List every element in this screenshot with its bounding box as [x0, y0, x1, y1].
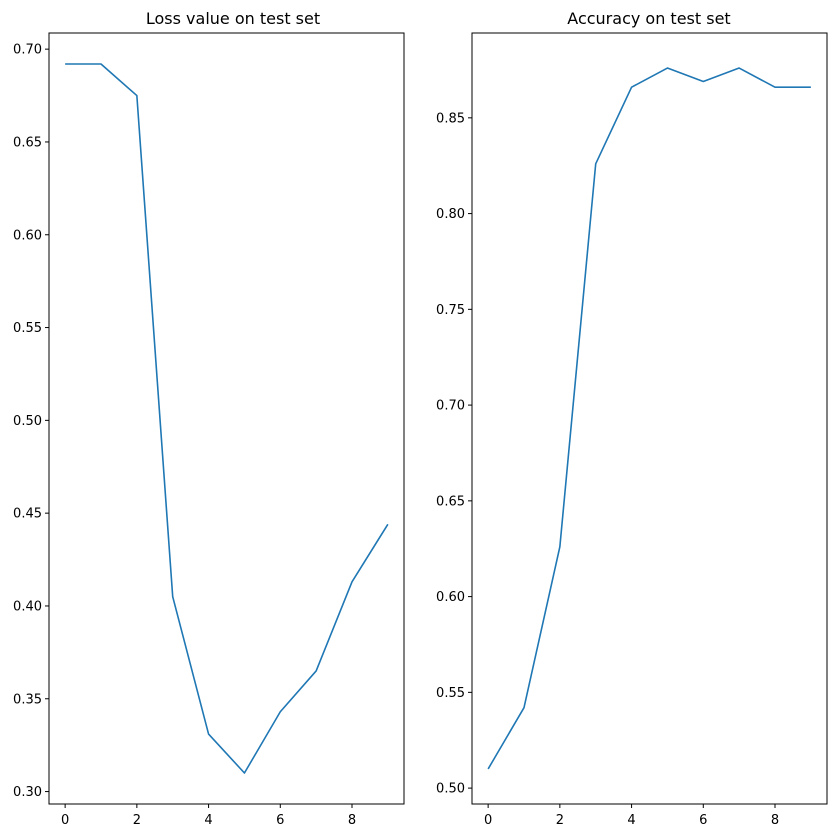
loss-chart: Loss value on test set 0.30 0.35 0.40 0.45 0…: [13, 9, 405, 828]
y-tick-label: 0.35: [13, 692, 42, 707]
y-tick-label: 0.55: [13, 321, 42, 336]
plot-frame: [48, 32, 405, 805]
y-tick-label: 0.30: [13, 785, 42, 800]
y-tick-label: 0.45: [13, 507, 42, 522]
series-line: [65, 63, 389, 774]
accuracy-chart: Accuracy on test set 0.50 0.55 0.60 0.65 0.7…: [436, 9, 828, 828]
x-tick-label: 8: [771, 813, 779, 828]
y-tick-label: 0.65: [13, 135, 42, 150]
y-tick-label: 0.80: [436, 207, 465, 222]
x-tick-label: 4: [627, 813, 635, 828]
y-tick-label: 0.70: [436, 399, 465, 414]
chart-title: Accuracy on test set: [567, 9, 730, 28]
x-tick-label: 0: [484, 813, 492, 828]
x-tick-label: 2: [133, 813, 141, 828]
x-tick-label: 0: [61, 813, 69, 828]
y-tick-label: 0.75: [436, 303, 465, 318]
x-tick-label: 6: [276, 813, 284, 828]
y-tick-label: 0.40: [13, 599, 42, 614]
y-tick-label: 0.65: [436, 494, 465, 509]
chart-title: Loss value on test set: [146, 9, 320, 28]
series-line: [487, 67, 811, 770]
y-tick-label: 0.50: [436, 782, 465, 797]
y-tick-label: 0.60: [13, 228, 42, 243]
x-tick-label: 4: [204, 813, 212, 828]
x-tick-label: 8: [348, 813, 356, 828]
y-tick-label: 0.70: [13, 43, 42, 58]
y-tick-label: 0.85: [436, 111, 465, 126]
x-tick-label: 6: [699, 813, 707, 828]
x-tick-label: 2: [556, 813, 564, 828]
y-tick-label: 0.60: [436, 590, 465, 605]
y-tick-label: 0.55: [436, 686, 465, 701]
y-tick-label: 0.50: [13, 414, 42, 429]
plot-frame: [471, 32, 828, 805]
